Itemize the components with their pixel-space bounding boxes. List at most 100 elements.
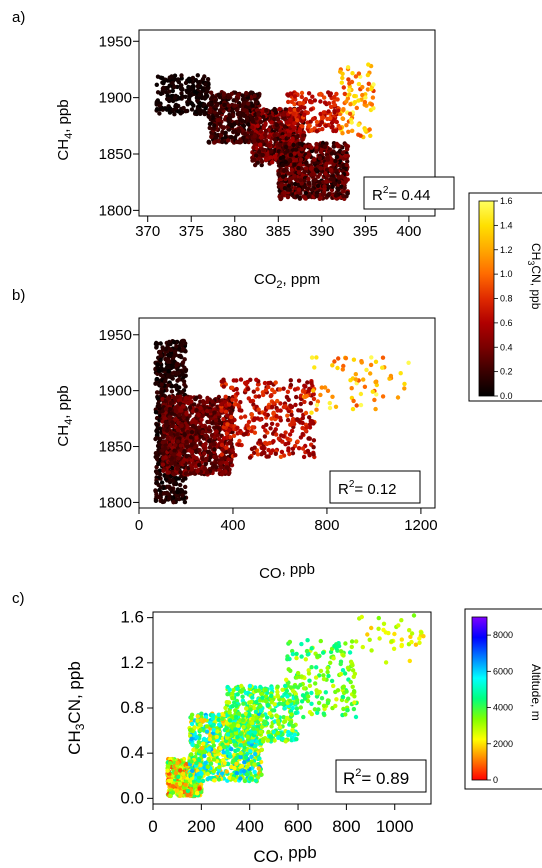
data-point <box>297 141 303 146</box>
data-point <box>293 402 298 408</box>
data-point <box>306 152 312 158</box>
data-point <box>288 382 294 388</box>
data-point <box>335 365 340 371</box>
data-point <box>168 793 173 799</box>
data-point <box>214 455 219 460</box>
data-point <box>312 157 317 162</box>
data-point <box>279 449 285 455</box>
data-point <box>242 131 248 137</box>
panel-a: a) 370 375 380 385 390 395 4001800185019001950… <box>12 9 455 291</box>
data-point <box>198 434 203 439</box>
data-point <box>328 91 333 96</box>
data-point <box>286 93 291 98</box>
data-point <box>154 422 160 428</box>
data-point <box>183 80 189 86</box>
data-point <box>249 412 255 417</box>
data-point <box>175 432 180 437</box>
data-point <box>380 355 386 360</box>
data-point <box>317 172 322 177</box>
data-point <box>175 489 180 495</box>
data-point <box>289 99 294 105</box>
data-point <box>183 490 188 495</box>
data-point <box>170 790 176 795</box>
data-point <box>229 747 234 752</box>
data-point <box>296 446 302 451</box>
data-point <box>222 102 227 108</box>
data-point <box>307 144 312 149</box>
data-point <box>168 442 173 448</box>
data-point <box>179 473 184 479</box>
data-point <box>221 125 227 130</box>
data-point <box>208 455 213 460</box>
data-point <box>295 118 300 123</box>
data-point <box>194 395 199 400</box>
data-point <box>183 109 188 114</box>
data-point <box>344 99 349 104</box>
data-point <box>320 115 325 120</box>
data-point <box>219 408 224 413</box>
data-point <box>173 104 178 109</box>
data-point <box>370 95 376 100</box>
data-point <box>253 97 258 102</box>
data-point <box>246 396 251 401</box>
data-point <box>175 394 180 400</box>
data-point <box>209 90 214 95</box>
data-point <box>207 107 213 113</box>
data-point <box>292 125 297 131</box>
data-point <box>297 162 303 167</box>
data-point <box>323 171 328 176</box>
x-tick-label: 0 <box>135 517 143 534</box>
data-point <box>361 377 366 382</box>
data-point <box>175 427 181 432</box>
data-point <box>223 135 228 140</box>
data-point <box>291 111 296 116</box>
r2-box-b: R2= 0.12 <box>329 470 421 504</box>
data-point <box>293 147 299 152</box>
data-point <box>298 401 303 407</box>
data-point <box>336 108 341 113</box>
data-point <box>157 107 163 112</box>
data-point <box>234 97 240 102</box>
data-point <box>234 386 239 392</box>
data-point <box>180 427 185 432</box>
data-point <box>167 778 172 784</box>
data-point <box>195 791 200 796</box>
data-point <box>192 725 197 730</box>
data-point <box>289 181 295 187</box>
data-point <box>294 158 299 163</box>
data-point <box>323 123 329 128</box>
data-point <box>184 439 189 444</box>
data-point <box>268 155 273 160</box>
data-point <box>196 425 202 430</box>
data-point <box>198 108 203 113</box>
data-point <box>200 456 206 462</box>
data-point <box>174 493 179 498</box>
data-point <box>281 404 287 410</box>
data-point <box>153 410 159 415</box>
data-point <box>273 380 278 385</box>
data-point <box>402 386 407 391</box>
data-point <box>278 128 283 134</box>
data-point <box>363 128 368 133</box>
data-point <box>191 747 196 753</box>
data-point <box>192 402 197 407</box>
data-point <box>254 116 259 121</box>
data-point <box>314 129 320 134</box>
data-point <box>297 128 302 133</box>
data-point <box>230 385 235 390</box>
data-point <box>349 120 354 125</box>
data-point <box>172 448 177 453</box>
data-point <box>303 97 309 102</box>
data-point <box>262 411 268 417</box>
data-point <box>178 470 183 475</box>
data-point <box>318 166 323 171</box>
data-point <box>332 181 338 186</box>
data-point <box>172 84 177 90</box>
data-point <box>315 183 321 189</box>
data-point <box>252 93 257 99</box>
x-tick-label: 385 <box>266 223 291 240</box>
data-point <box>332 359 337 364</box>
data-point <box>274 413 279 419</box>
data-point <box>271 439 276 444</box>
